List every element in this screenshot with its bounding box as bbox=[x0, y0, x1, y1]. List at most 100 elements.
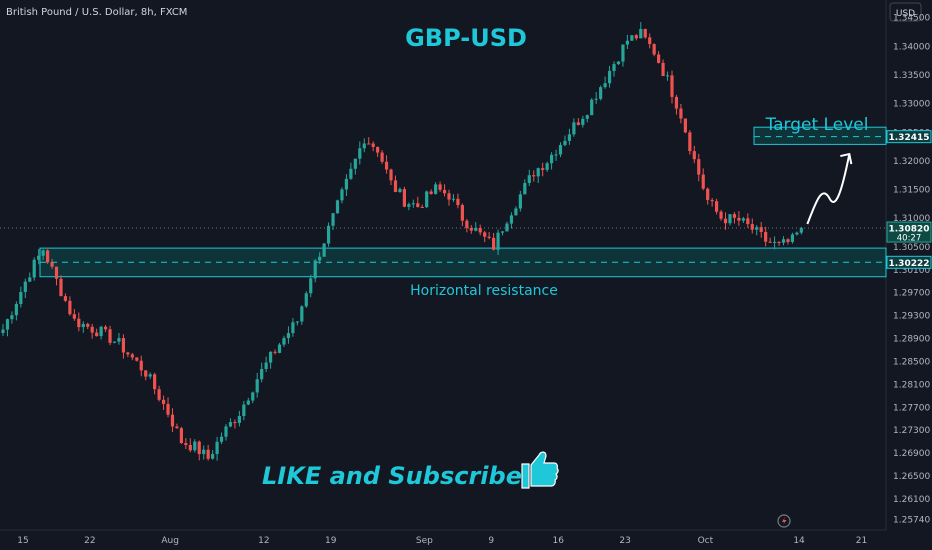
thumbs-up-icon bbox=[521, 451, 559, 489]
candle bbox=[657, 51, 661, 64]
candles-layer bbox=[1, 22, 803, 461]
time-tick-label: Aug bbox=[161, 536, 179, 546]
candle bbox=[697, 153, 701, 182]
candle bbox=[23, 278, 27, 299]
candle bbox=[10, 311, 14, 324]
time-tick-label: 9 bbox=[488, 536, 494, 546]
candle bbox=[492, 232, 496, 251]
candle bbox=[545, 161, 549, 172]
candle bbox=[554, 149, 558, 161]
candle bbox=[166, 397, 170, 418]
candle bbox=[416, 196, 420, 208]
candle bbox=[634, 33, 638, 41]
candle bbox=[161, 395, 166, 411]
candle bbox=[790, 232, 795, 244]
candle bbox=[318, 252, 322, 264]
candle bbox=[434, 182, 438, 195]
candle bbox=[135, 357, 139, 362]
candle bbox=[541, 162, 545, 177]
candle bbox=[108, 325, 112, 346]
price-tick-label: 1.30100 bbox=[893, 266, 930, 276]
candle bbox=[764, 226, 768, 247]
candle bbox=[505, 221, 509, 232]
price-tick-label: 1.31500 bbox=[893, 186, 930, 196]
candle bbox=[5, 318, 10, 337]
candle bbox=[81, 321, 85, 333]
candle bbox=[639, 22, 643, 39]
candle bbox=[661, 59, 665, 77]
candle bbox=[380, 150, 384, 164]
candle bbox=[19, 286, 23, 308]
candle bbox=[737, 211, 741, 226]
candle bbox=[621, 44, 625, 67]
candle bbox=[126, 351, 130, 358]
candle bbox=[460, 203, 464, 227]
price-axis-ticks: 1.345001.340001.335001.330001.325001.320… bbox=[893, 14, 930, 526]
like-subscribe-text: LIKE and Subscribe bbox=[262, 462, 522, 490]
candle bbox=[692, 145, 696, 164]
target-zone[interactable] bbox=[753, 126, 887, 145]
candle bbox=[273, 349, 277, 355]
candle bbox=[340, 187, 344, 204]
time-tick-label: Sep bbox=[416, 536, 433, 546]
candle bbox=[193, 439, 197, 453]
time-tick-label: 23 bbox=[619, 536, 630, 546]
price-tick-label: 1.33500 bbox=[893, 71, 930, 81]
candle bbox=[95, 328, 99, 337]
candle bbox=[500, 230, 505, 236]
price-tick-label: 1.31000 bbox=[893, 214, 930, 224]
candle bbox=[478, 224, 482, 236]
time-tick-label: 16 bbox=[552, 536, 564, 546]
price-tick-label: 1.27300 bbox=[893, 426, 930, 436]
candle bbox=[313, 259, 317, 283]
candle bbox=[1, 323, 5, 337]
candle bbox=[322, 242, 326, 257]
candle bbox=[206, 444, 210, 461]
candle bbox=[496, 229, 500, 255]
candle bbox=[215, 436, 219, 461]
time-axis[interactable] bbox=[0, 530, 886, 550]
candle bbox=[625, 34, 629, 50]
price-tick-label: 1.30500 bbox=[893, 243, 930, 253]
candle bbox=[777, 241, 781, 246]
candle bbox=[309, 274, 313, 298]
candle bbox=[706, 187, 710, 205]
price-tick-label: 1.26100 bbox=[893, 495, 930, 505]
candle bbox=[286, 326, 291, 344]
candle bbox=[563, 135, 567, 147]
candle bbox=[746, 213, 750, 228]
candle bbox=[260, 362, 264, 383]
candle bbox=[509, 212, 514, 229]
candle bbox=[487, 231, 491, 240]
candle bbox=[643, 28, 647, 39]
candle bbox=[599, 85, 603, 101]
candle bbox=[86, 322, 90, 330]
candle bbox=[536, 167, 540, 184]
candle bbox=[469, 225, 473, 234]
candle bbox=[518, 190, 522, 212]
currency-button[interactable]: USD bbox=[889, 2, 922, 22]
candle bbox=[282, 335, 286, 347]
projection-arrow bbox=[806, 153, 851, 225]
candle bbox=[144, 370, 148, 381]
candle bbox=[728, 214, 732, 226]
candle bbox=[772, 236, 777, 250]
candle bbox=[750, 218, 754, 234]
candle bbox=[652, 43, 656, 57]
candle bbox=[264, 356, 268, 373]
price-axis[interactable] bbox=[886, 0, 932, 550]
candle bbox=[474, 222, 478, 232]
candle bbox=[353, 158, 357, 175]
price-tick-label: 1.33000 bbox=[893, 100, 930, 110]
candle bbox=[37, 248, 41, 265]
candle bbox=[715, 198, 719, 215]
candle bbox=[732, 211, 737, 224]
lightning-icon[interactable] bbox=[777, 514, 791, 528]
candle bbox=[438, 181, 442, 193]
candle bbox=[371, 141, 375, 152]
time-tick-label: 14 bbox=[793, 536, 805, 546]
price-tick-label: 1.29300 bbox=[893, 312, 930, 322]
candle bbox=[719, 209, 723, 221]
